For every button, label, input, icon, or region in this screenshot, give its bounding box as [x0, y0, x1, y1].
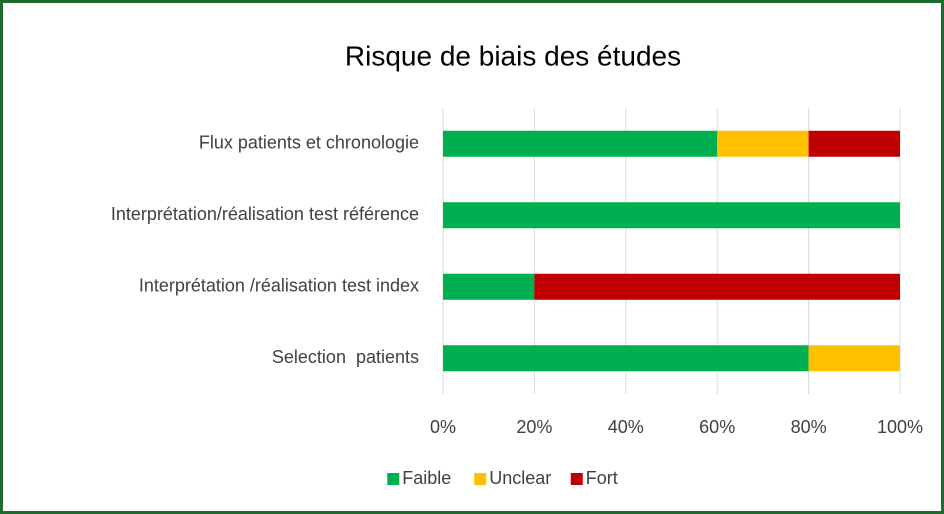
y-tick-label: Interprétation /réalisation test index — [139, 276, 419, 296]
legend-swatch — [474, 473, 487, 485]
x-tick-label: 100% — [877, 417, 923, 437]
y-tick-label: Selection patients — [272, 347, 419, 367]
bar-segment — [443, 345, 809, 372]
y-tick-label: Interprétation/réalisation test référenc… — [111, 204, 419, 224]
x-tick-label: 20% — [516, 417, 552, 437]
chart-title: Risque de biais des études — [345, 40, 681, 71]
y-tick-label: Flux patients et chronologie — [199, 133, 419, 153]
bar-segment — [808, 345, 900, 372]
x-tick-label: 80% — [791, 417, 827, 437]
legend-label: Unclear — [489, 468, 551, 488]
legend-label: Fort — [586, 468, 618, 488]
bar-segment — [443, 273, 535, 300]
legend-label: Faible — [402, 468, 451, 488]
x-tick-label: 0% — [430, 417, 456, 437]
bar-segment — [443, 130, 718, 157]
bar-segment — [443, 202, 900, 229]
legend-swatch — [570, 473, 583, 485]
bar-segment — [808, 130, 900, 157]
x-tick-label: 40% — [608, 417, 644, 437]
bar-segment — [717, 130, 809, 157]
bar-segment — [534, 273, 900, 300]
x-tick-label: 60% — [699, 417, 735, 437]
legend-swatch — [387, 473, 400, 485]
